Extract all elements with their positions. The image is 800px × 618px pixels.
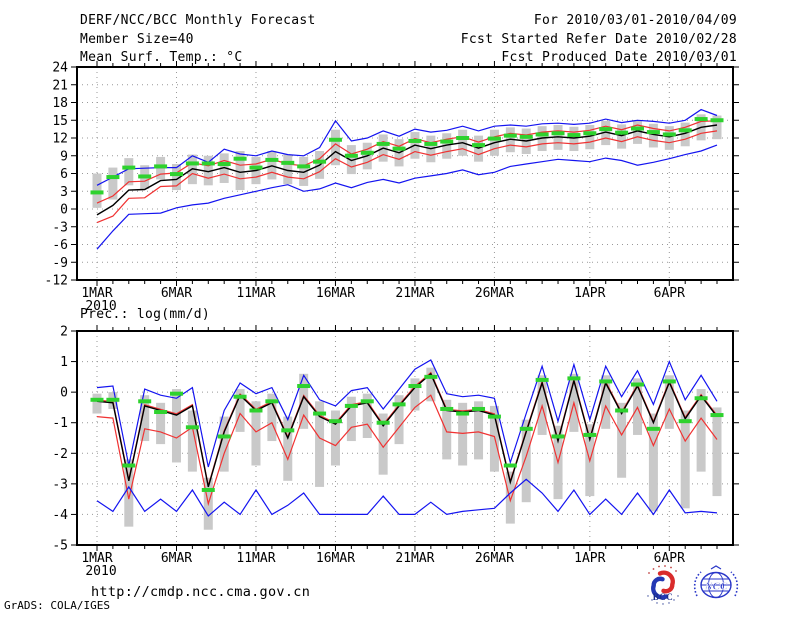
temp-chart-ticks [71,61,739,286]
grads-credit: GrADS: COLA/IGES [4,599,110,612]
temp-chart-lower-quartile-line [96,130,718,224]
precip-chart-frame [76,330,734,546]
precip-chart-ytick-label: -4 [52,508,68,523]
temp-chart-title: Mean Surf. Temp.: °C [80,50,243,65]
precip-chart-xtick-label: 16MAR [316,551,355,566]
temp-chart-xtick-label: 26MAR [475,286,514,301]
precip-chart-xtick-label: 6APR [654,551,685,566]
temp-chart-xtick-sublabel: 2010 [85,299,116,314]
temp-chart-ytick-label: 21 [52,78,68,93]
temp-chart-ytick-label: 3 [60,185,68,200]
precip-chart-ensemble-min-line [96,478,718,517]
precip-chart-ytick-label: 2 [60,325,68,340]
precip-chart-ytick-label: 1 [60,355,68,370]
temp-chart-xtick-label: 6APR [654,286,685,301]
temp-chart-ytick-label: 12 [52,132,68,147]
temp-chart-xtick-label: 16MAR [316,286,355,301]
precip-chart-xtick-label: 1MAR [81,551,112,566]
precip-chart-ticks [71,325,739,551]
forecast-range-label: For 2010/03/01-2010/04/09 [533,13,737,28]
fcst-refer-date-label: Fcst Started Refer Date 2010/02/28 [460,32,737,47]
source-url: http://cmdp.ncc.cma.gov.cn [91,584,311,600]
temp-chart-ensemble-max-line [96,108,718,186]
temp-chart-ytick-label: 24 [52,61,68,76]
precip-chart-ytick-label: -3 [52,477,68,492]
temp-chart-xtick-label: 21MAR [395,286,434,301]
ncc-logo-text: NCC [704,581,728,593]
temp-chart-ytick-label: 0 [60,203,68,218]
temp-chart-ytick-label: -12 [45,274,68,289]
precip-chart-observation-marks [90,374,724,492]
footer-logos: BCC NCC [637,561,741,609]
temp-chart-observation-marks [90,117,724,195]
precip-chart-xtick-sublabel: 2010 [85,564,116,579]
precip-chart-ensemble-max-line [96,359,718,468]
ncc-logo-icon: NCC [693,565,739,599]
temp-chart-ytick-label: -9 [52,256,68,271]
temp-chart-ytick-label: -6 [52,238,68,253]
precip-chart-xtick-label: 1APR [574,551,605,566]
bcc-logo-text: BCC [653,592,674,602]
temp-chart-ensemble-mean-line [96,124,718,216]
precip-chart-xtick-label: 11MAR [236,551,275,566]
fcst-produced-date-label: Fcst Produced Date 2010/03/01 [501,50,737,65]
bcc-logo-icon: BCC [647,565,679,605]
temp-chart-xtick-label: 11MAR [236,286,275,301]
temp-chart-upper-quartile-line [96,120,718,204]
precip-chart-ytick-label: -5 [52,539,68,554]
precip-chart-ensemble-mean-line [96,372,718,488]
precip-chart-title: Prec.: log(mm/d) [80,307,211,322]
temp-chart-ytick-label: 9 [60,149,68,164]
precip-chart-xtick-label: 26MAR [475,551,514,566]
bcc-ring-top-dots [648,565,677,574]
temp-chart-ensemble-min-line [96,144,718,250]
temp-chart-xtick-label: 6MAR [161,286,192,301]
precip-chart-ytick-label: 0 [60,386,68,401]
page-title: DERF/NCC/BCC Monthly Forecast [80,13,316,28]
precip-chart-xtick-label: 6MAR [161,551,192,566]
bcc-ring-bottom-dots [647,595,679,605]
temp-chart-xtick-label: 1APR [574,286,605,301]
member-size-label: Member Size=40 [80,32,194,47]
temp-chart-ytick-label: 18 [52,96,68,111]
precip-chart-ytick-label: -1 [52,416,68,431]
temp-chart-ytick-label: -3 [52,220,68,235]
precip-chart-ytick-label: -2 [52,447,68,462]
precip-chart-lower-quartile-line [96,394,718,507]
temp-chart-ytick-label: 15 [52,114,68,129]
temp-chart-xtick-label: 1MAR [81,286,112,301]
precip-chart-xtick-label: 21MAR [395,551,434,566]
temp-chart-ytick-label: 6 [60,167,68,182]
